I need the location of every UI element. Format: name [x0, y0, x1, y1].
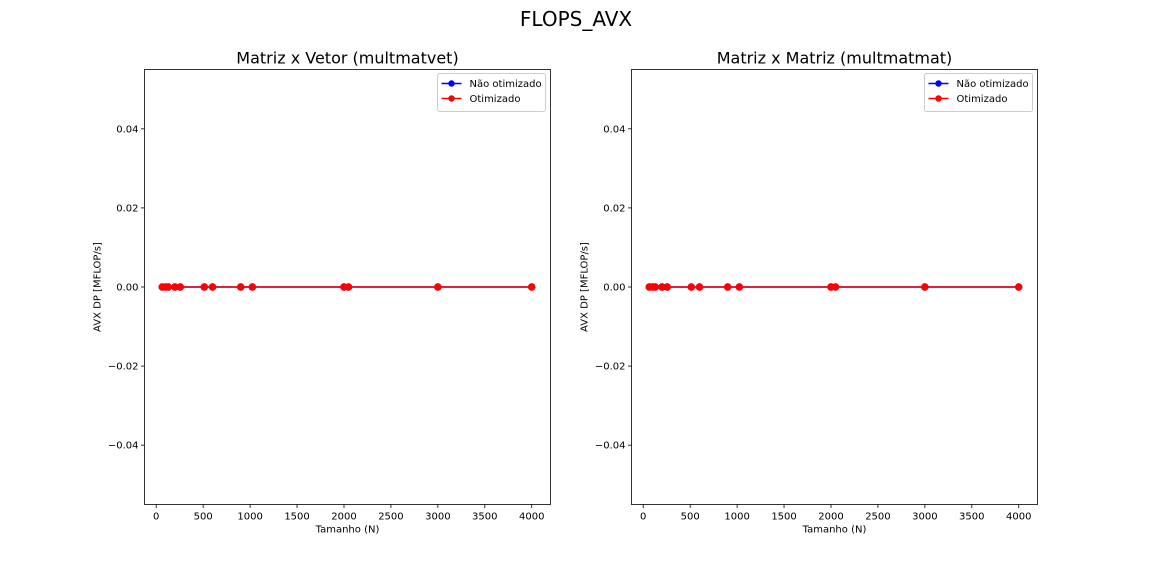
x-tick-label: 3000: [912, 512, 937, 523]
y-tick-label: 0.02: [603, 203, 625, 214]
y-tick-label: 0.02: [116, 203, 138, 214]
y-tick-label: 0.00: [116, 283, 138, 294]
subplot-title: Matriz x Matriz (multmatmat): [717, 49, 953, 68]
data-point: [921, 283, 929, 291]
data-point: [695, 283, 704, 291]
data-point: [724, 283, 732, 291]
data-point: [208, 283, 217, 291]
x-tick-label: 1500: [284, 512, 309, 523]
x-tick-label: 2500: [865, 512, 890, 523]
x-tick-label: 2000: [331, 512, 356, 523]
x-tick-label: 3500: [959, 512, 984, 523]
data-point: [237, 283, 245, 291]
data-point: [164, 283, 172, 291]
x-tick-label: 0: [153, 512, 159, 523]
figure-title: FLOPS_AVX: [519, 7, 633, 31]
legend-label: Otimizado: [470, 94, 521, 105]
x-axis-label: Tamanho (N): [315, 525, 380, 536]
x-tick-label: 0: [640, 512, 646, 523]
x-tick-label: 3000: [425, 512, 450, 523]
legend-marker: [935, 80, 942, 87]
data-point: [651, 283, 659, 291]
y-tick-label: 0.00: [603, 283, 625, 294]
y-tick-label: −0.02: [108, 362, 139, 373]
data-point: [528, 283, 536, 291]
legend-marker: [935, 95, 942, 102]
data-point: [344, 283, 353, 291]
y-tick-label: 0.04: [603, 124, 625, 135]
data-point: [1015, 283, 1023, 291]
x-tick-label: 2500: [378, 512, 403, 523]
x-tick-label: 4000: [1006, 512, 1031, 523]
y-tick-label: 0.04: [116, 124, 138, 135]
x-tick-label: 2000: [818, 512, 843, 523]
legend: [924, 73, 1033, 112]
x-tick-label: 1500: [771, 512, 796, 523]
x-tick-label: 500: [681, 512, 700, 523]
data-point: [200, 283, 208, 291]
data-point: [687, 283, 695, 291]
x-tick-label: 500: [194, 512, 213, 523]
subplot-2: Matriz x Matriz (multmatmat) 0 500 1000 1500…: [580, 49, 1038, 536]
y-tick-label: −0.04: [595, 441, 626, 452]
legend: [437, 73, 546, 112]
legend-marker: [448, 80, 455, 87]
data-point: [434, 283, 442, 291]
data-point: [248, 283, 257, 291]
data-point: [831, 283, 840, 291]
x-tick-label: 1000: [237, 512, 262, 523]
x-tick-label: 1000: [724, 512, 749, 523]
x-axis-label: Tamanho (N): [802, 525, 867, 536]
y-axis-label: AVX DP [MFLOP/s]: [93, 242, 104, 332]
legend-label: Otimizado: [957, 94, 1008, 105]
y-tick-label: −0.02: [595, 362, 626, 373]
x-tick-label: 4000: [519, 512, 544, 523]
subplot-1: Matriz x Vetor (multmatvet) 0 500 1000 1500 2…: [93, 49, 551, 536]
data-point: [735, 283, 744, 291]
legend-label: Não otimizado: [957, 79, 1029, 90]
y-tick-label: −0.04: [108, 441, 139, 452]
data-point: [176, 283, 184, 291]
x-tick-label: 3500: [472, 512, 497, 523]
legend-label: Não otimizado: [470, 79, 542, 90]
legend-marker: [448, 95, 455, 102]
data-point: [663, 283, 671, 291]
subplot-title: Matriz x Vetor (multmatvet): [236, 49, 458, 68]
y-axis-label: AVX DP [MFLOP/s]: [580, 242, 591, 332]
